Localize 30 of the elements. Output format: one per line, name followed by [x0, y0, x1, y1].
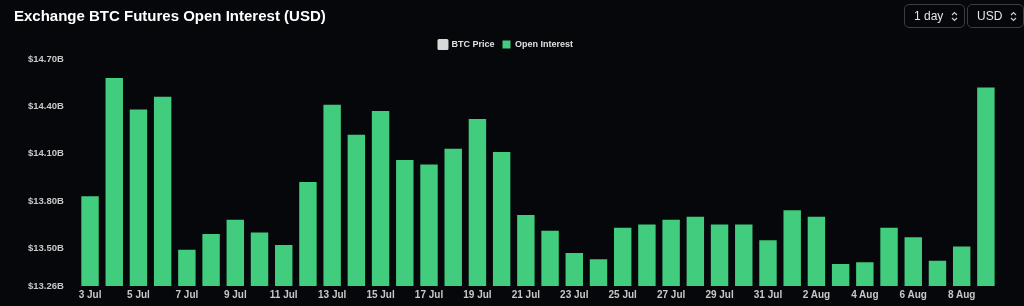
currency-dropdown[interactable]: USD	[967, 4, 1024, 28]
x-tick-label: 13 Jul	[317, 288, 347, 300]
x-tick-label: 2 Aug	[802, 288, 831, 300]
x-tick-label: 23 Jul	[560, 288, 589, 300]
y-tick-label: $14.70B	[28, 52, 65, 64]
x-tick-label: 21 Jul	[511, 288, 541, 300]
y-tick-label: $13.26B	[28, 279, 65, 291]
y-tick-label: $14.40B	[28, 99, 65, 111]
legend-label: BTC Price	[451, 38, 495, 49]
x-tick-label: 31 Jul	[753, 288, 783, 300]
y-tick-label: $13.80B	[28, 194, 65, 206]
y-tick-label: $14.10B	[28, 147, 65, 159]
x-tick-label: 5 Jul	[127, 288, 151, 300]
x-tick-label: 19 Jul	[463, 288, 492, 300]
x-tick-label: 3 Jul	[78, 288, 102, 300]
x-tick-label: 11 Jul	[269, 288, 298, 300]
x-tick-label: 15 Jul	[366, 288, 395, 300]
x-tick-label: 6 Aug	[899, 288, 927, 300]
x-tick-label: 29 Jul	[705, 288, 734, 300]
x-tick-label: 4 Aug	[851, 288, 879, 300]
x-tick-label: 8 Aug	[947, 288, 976, 300]
chart-title: Exchange BTC Futures Open Interest (USD)	[14, 7, 326, 25]
x-tick-label: 7 Jul	[175, 288, 199, 300]
x-tick-label: 25 Jul	[608, 288, 638, 300]
x-tick-label: 9 Jul	[223, 288, 247, 300]
y-tick-label: $13.50B	[28, 241, 65, 253]
x-tick-label: 27 Jul	[656, 288, 686, 300]
legend-label: Open Interest	[515, 38, 574, 49]
x-tick-label: 17 Jul	[414, 288, 444, 300]
interval-dropdown[interactable]: 1 day	[904, 4, 966, 28]
